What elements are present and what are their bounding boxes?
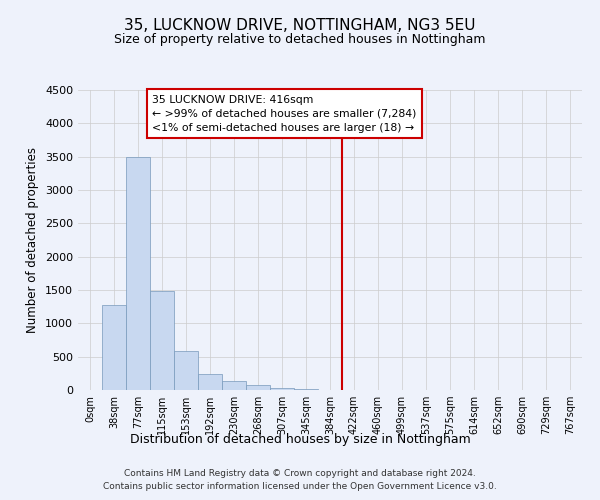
Bar	[246, 386, 270, 390]
Bar	[150, 292, 174, 390]
Y-axis label: Number of detached properties: Number of detached properties	[26, 147, 40, 333]
Bar	[270, 388, 294, 390]
Text: Size of property relative to detached houses in Nottingham: Size of property relative to detached ho…	[114, 32, 486, 46]
Text: 35, LUCKNOW DRIVE, NOTTINGHAM, NG3 5EU: 35, LUCKNOW DRIVE, NOTTINGHAM, NG3 5EU	[124, 18, 476, 32]
Bar	[222, 381, 246, 390]
Text: Distribution of detached houses by size in Nottingham: Distribution of detached houses by size …	[130, 432, 470, 446]
Bar	[174, 352, 198, 390]
Bar	[126, 156, 150, 390]
Text: 35 LUCKNOW DRIVE: 416sqm
← >99% of detached houses are smaller (7,284)
<1% of se: 35 LUCKNOW DRIVE: 416sqm ← >99% of detac…	[152, 94, 417, 132]
Text: Contains public sector information licensed under the Open Government Licence v3: Contains public sector information licen…	[103, 482, 497, 491]
Text: Contains HM Land Registry data © Crown copyright and database right 2024.: Contains HM Land Registry data © Crown c…	[124, 468, 476, 477]
Bar	[102, 304, 126, 390]
Bar	[198, 374, 222, 390]
